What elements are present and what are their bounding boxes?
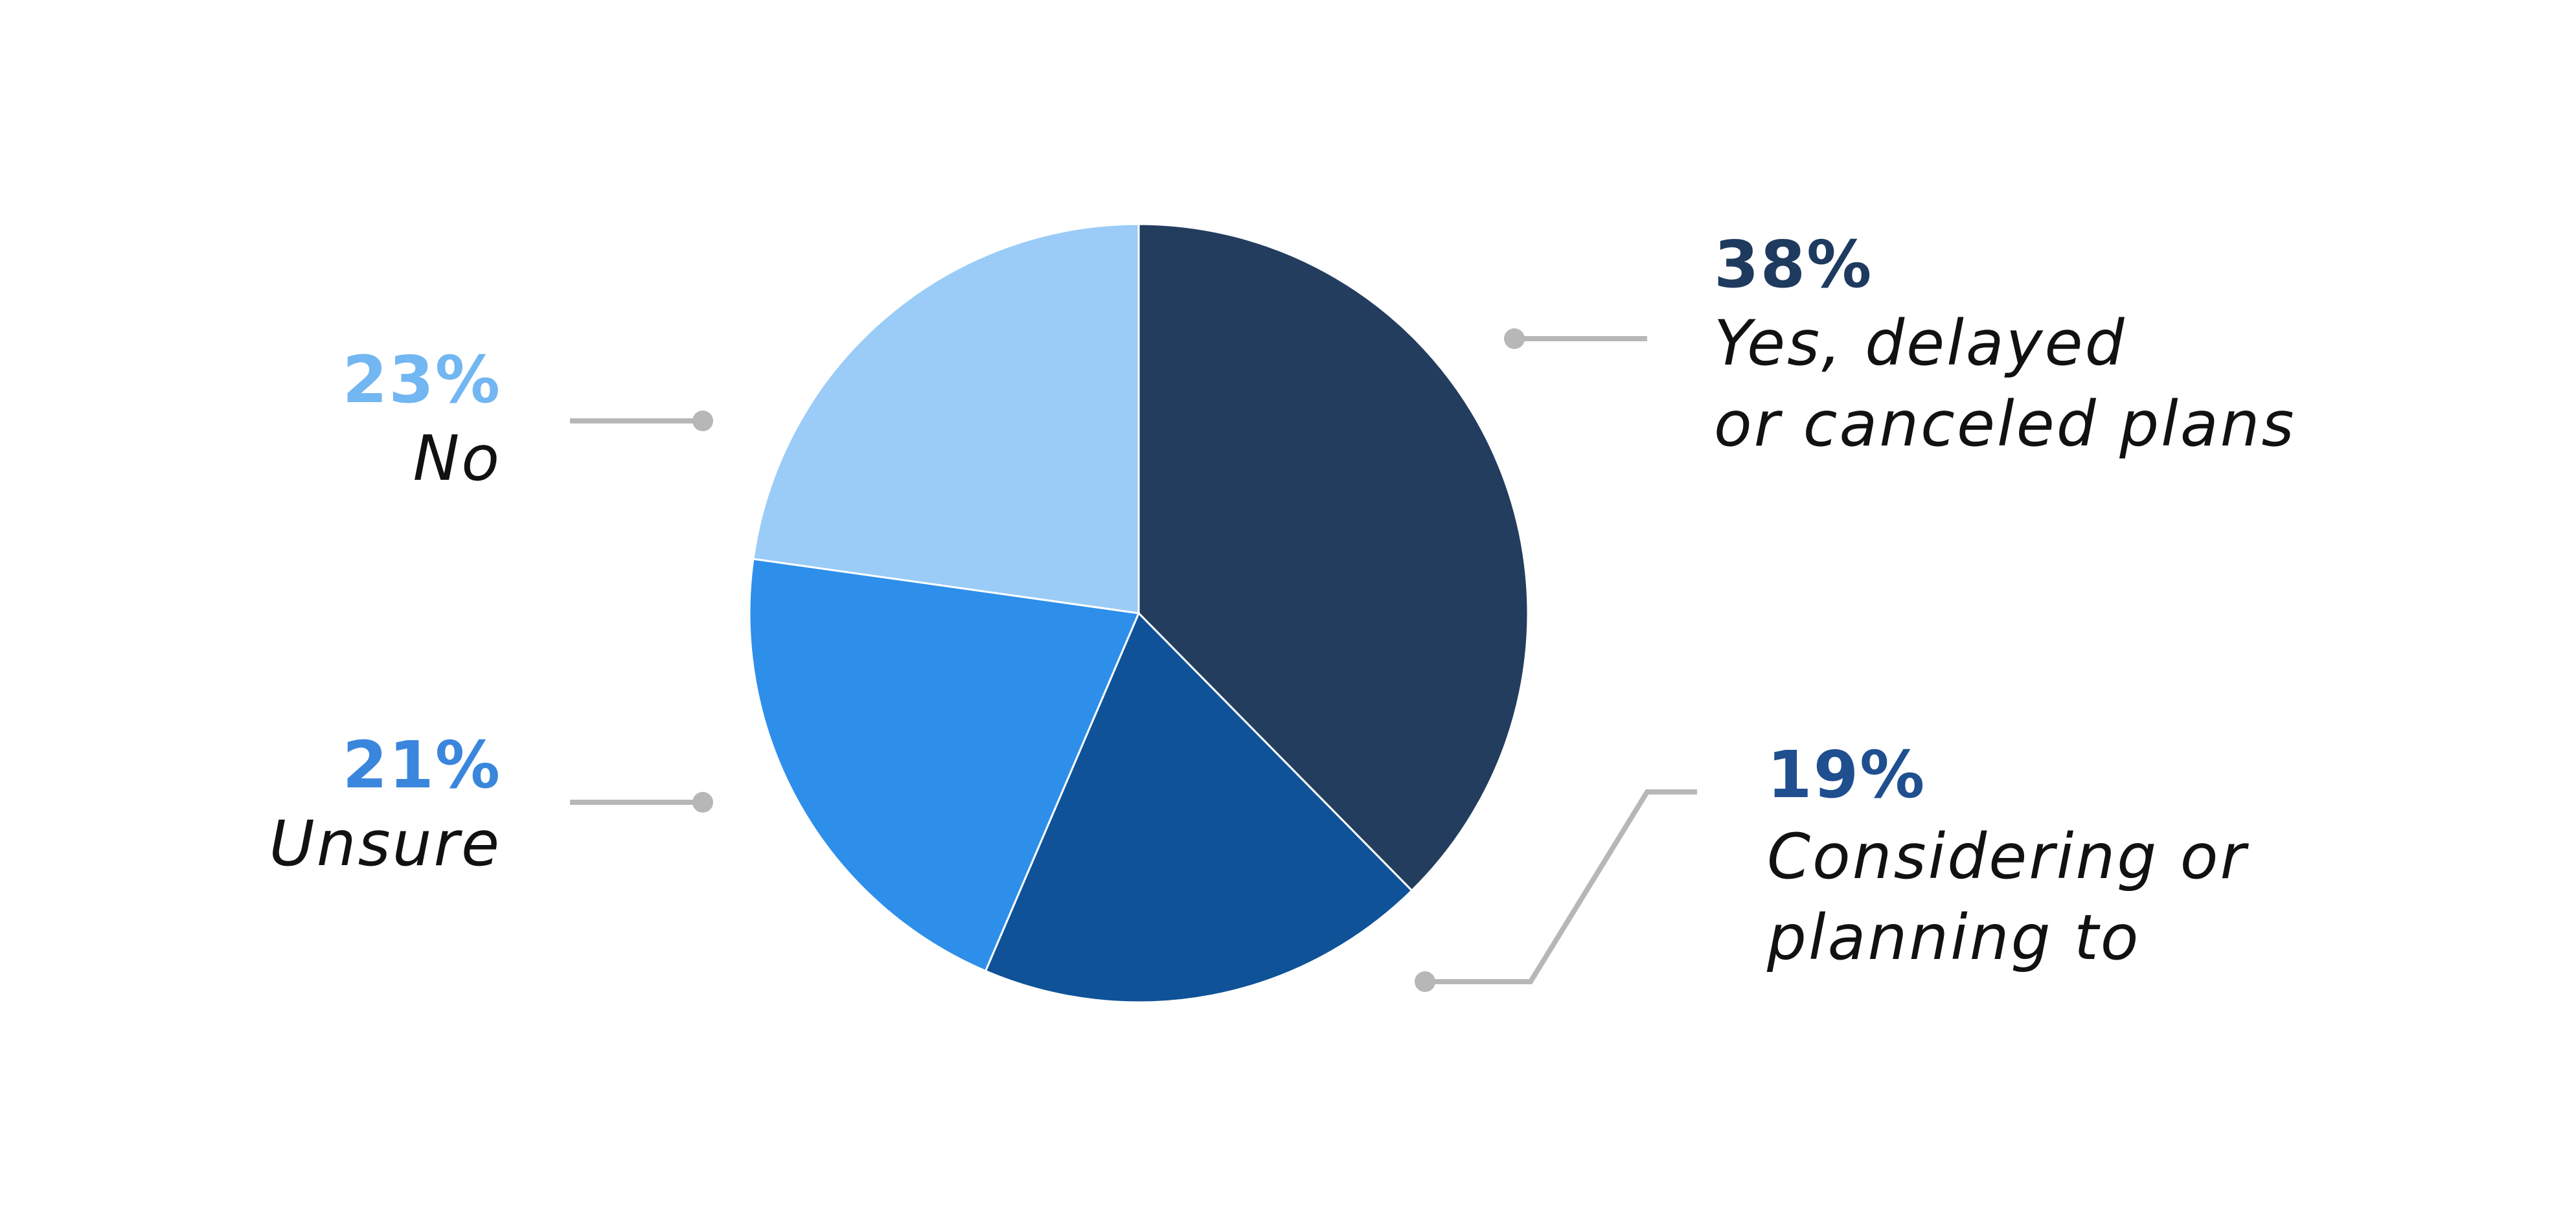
pie-slices xyxy=(748,223,1529,1004)
leader-no xyxy=(570,411,713,431)
leader-yes xyxy=(1504,328,1647,349)
slice-label-unsure: Unsure xyxy=(269,807,502,880)
slice-label-considering-line1: Considering or xyxy=(1767,820,2249,893)
label-unsure: 21% Unsure xyxy=(269,727,502,880)
slice-percent-unsure: 21% xyxy=(343,727,501,803)
pie-slice-considering xyxy=(984,611,1413,1004)
label-no: 23% No xyxy=(343,342,501,495)
slice-percent-no: 23% xyxy=(343,342,501,418)
pie-slice-no xyxy=(752,223,1140,615)
slice-label-no: No xyxy=(413,422,501,495)
leader-lines xyxy=(570,328,1697,992)
pie-slice-yes xyxy=(1137,223,1529,892)
slice-label-yes-line2: or canceled plans xyxy=(1714,388,2296,460)
label-yes: 38% Yes, delayed or canceled plans xyxy=(1714,227,2296,460)
label-considering: 19% Considering or planning to xyxy=(1766,737,2249,974)
pie-slice-unsure xyxy=(748,558,1141,973)
slice-label-considering-line2: planning to xyxy=(1766,901,2140,974)
slice-percent-considering: 19% xyxy=(1767,737,1926,813)
leader-considering xyxy=(1415,789,1697,992)
slice-label-yes-line1: Yes, delayed xyxy=(1714,307,2126,379)
leader-unsure xyxy=(570,792,713,813)
slice-percent-yes: 38% xyxy=(1714,227,1873,302)
